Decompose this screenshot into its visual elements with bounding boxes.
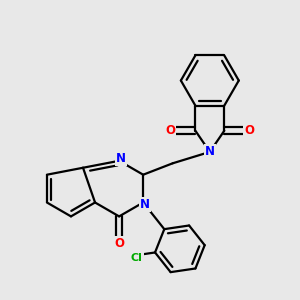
Text: N: N <box>116 152 126 165</box>
Text: N: N <box>205 146 215 158</box>
Text: Cl: Cl <box>131 253 143 262</box>
Text: O: O <box>244 124 254 137</box>
Text: N: N <box>140 198 150 211</box>
Text: O: O <box>114 237 124 250</box>
Text: O: O <box>165 124 175 137</box>
